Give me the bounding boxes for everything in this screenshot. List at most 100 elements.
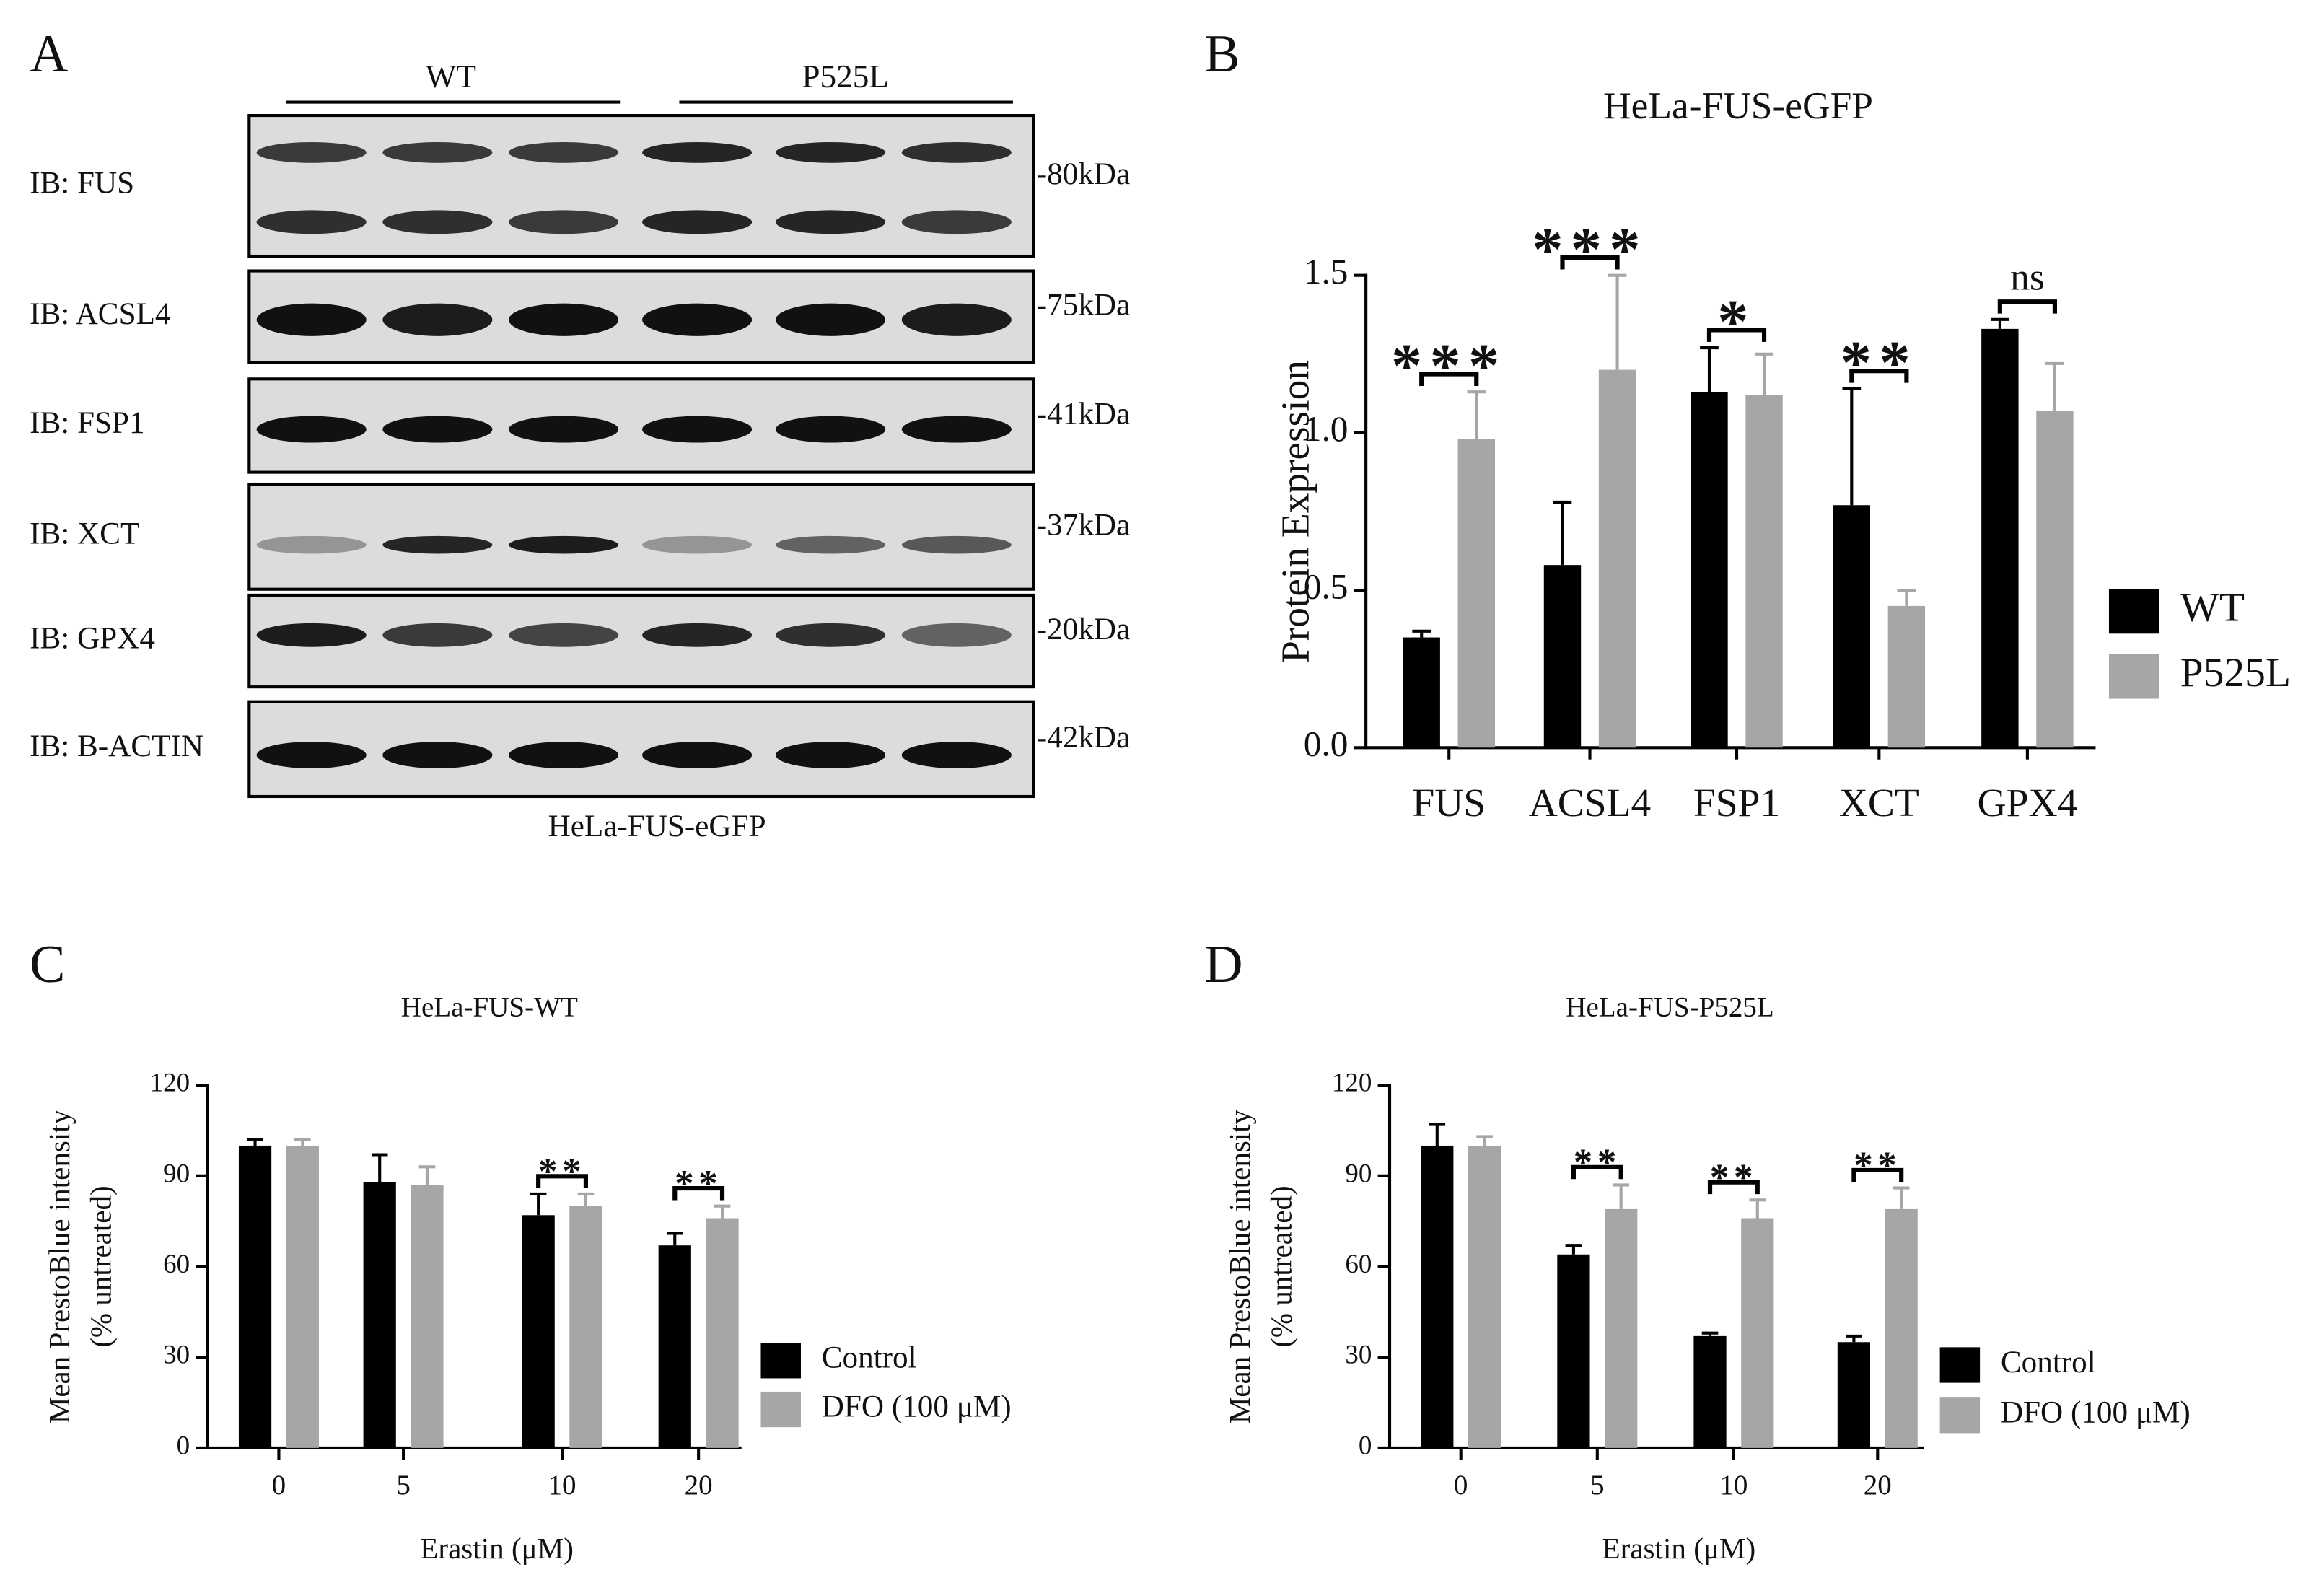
panel-label: A xyxy=(30,24,68,83)
error-bar xyxy=(1893,1186,1910,1209)
row-label: IB: XCT xyxy=(30,517,139,551)
blot-band xyxy=(382,141,493,163)
significance-bracket xyxy=(1706,328,1767,342)
blot-band xyxy=(642,210,753,234)
significance-bracket xyxy=(1707,1180,1760,1195)
error-bar xyxy=(418,1165,436,1185)
bar xyxy=(1833,505,1871,748)
bar xyxy=(238,1145,272,1448)
bar xyxy=(1457,439,1495,748)
blot-band xyxy=(382,535,493,554)
significance-bracket xyxy=(536,1174,589,1188)
error-bar xyxy=(294,1138,311,1146)
x-tick-label: XCT xyxy=(1839,781,1919,825)
legend-swatch xyxy=(2108,589,2159,634)
row-label: IB: B-ACTIN xyxy=(30,729,203,763)
bar xyxy=(1741,1218,1774,1448)
y-tick-label: 1.5 xyxy=(1304,252,1349,291)
blot-band xyxy=(256,742,367,769)
legend-label: Control xyxy=(2001,1346,2096,1379)
bar xyxy=(1403,637,1440,748)
blot-band xyxy=(776,416,886,443)
error-bar xyxy=(1846,1334,1862,1343)
y-tick-label: 120 xyxy=(1332,1068,1372,1097)
x-tick-label: FSP1 xyxy=(1693,781,1780,825)
x-tick-label: 20 xyxy=(685,1470,713,1501)
blot-band xyxy=(509,210,619,234)
size-label: -20kDa xyxy=(1037,613,1130,646)
error-bar xyxy=(1476,1135,1493,1146)
bar xyxy=(1745,395,1783,748)
blot-band xyxy=(256,303,367,336)
y-tick-label: 0 xyxy=(177,1430,190,1460)
y-axis-label: Mean PrestoBlue intensity xyxy=(1223,1109,1256,1423)
significance-bracket xyxy=(1571,1164,1623,1180)
blot-band xyxy=(642,416,753,443)
bar xyxy=(1543,565,1582,748)
blot-band xyxy=(382,623,493,647)
blot-band xyxy=(509,535,619,554)
y-axis-label: (% untreated) xyxy=(84,1185,117,1347)
bar xyxy=(658,1245,691,1448)
bar xyxy=(1557,1254,1590,1448)
x-tick-label: 10 xyxy=(548,1470,576,1501)
error-bar xyxy=(1429,1123,1446,1146)
blot-band xyxy=(901,303,1012,336)
blot-band xyxy=(256,623,367,647)
significance-label: ** xyxy=(1710,1155,1758,1198)
blot-box xyxy=(247,114,1035,258)
row-label: IB: FUS xyxy=(30,166,134,200)
blot-box xyxy=(247,482,1035,591)
x-tick-label: GPX4 xyxy=(1978,781,2078,825)
blot-band xyxy=(509,623,619,647)
y-tick-label: 60 xyxy=(163,1249,190,1278)
error-bar xyxy=(1749,1198,1766,1219)
y-tick-label: 0 xyxy=(1359,1430,1372,1460)
significance-bracket xyxy=(1997,299,2058,314)
blot-band xyxy=(256,141,367,163)
error-bar xyxy=(1991,317,2009,329)
x-axis-label: Erastin (μM) xyxy=(420,1532,574,1565)
blot-band xyxy=(901,623,1012,647)
size-label: -80kDa xyxy=(1037,157,1130,191)
size-label: -37kDa xyxy=(1037,508,1130,542)
blot-box xyxy=(247,700,1035,799)
bar xyxy=(706,1218,739,1448)
bar xyxy=(569,1206,602,1448)
bar xyxy=(1691,392,1728,748)
error-bar xyxy=(1553,500,1572,566)
error-bar xyxy=(247,1138,263,1146)
blot-band xyxy=(642,742,753,769)
y-tick-label: 30 xyxy=(163,1340,190,1369)
panel-label: D xyxy=(1204,934,1242,993)
blot-band xyxy=(382,303,493,336)
error-bar xyxy=(1701,1331,1719,1336)
significance-label: *** xyxy=(1391,331,1507,400)
legend-swatch xyxy=(760,1391,801,1428)
chart-title: HeLa-FUS-eGFP xyxy=(1603,84,1873,127)
group-label: WT xyxy=(426,58,476,95)
significance-label: * xyxy=(1717,287,1756,356)
y-tick-label: 1.0 xyxy=(1304,409,1349,449)
blot-band xyxy=(256,210,367,234)
significance-label: ** xyxy=(1841,328,1918,397)
y-tick-label: 90 xyxy=(163,1158,190,1188)
y-tick-label: 30 xyxy=(1345,1340,1372,1369)
error-bar xyxy=(714,1204,731,1219)
bar xyxy=(1468,1145,1501,1448)
x-axis-label: Erastin (μM) xyxy=(1602,1532,1756,1565)
size-label: -41kDa xyxy=(1037,398,1130,431)
error-bar xyxy=(2045,361,2064,411)
bar xyxy=(1605,1208,1638,1448)
blot-box xyxy=(247,377,1035,474)
bar xyxy=(1885,1208,1918,1448)
error-bar xyxy=(530,1192,547,1216)
blot-band xyxy=(776,210,886,234)
y-tick-label: 0.0 xyxy=(1304,724,1349,764)
bar xyxy=(1981,328,2019,748)
x-tick-label: ACSL4 xyxy=(1529,781,1652,825)
blot-caption: HeLa-FUS-eGFP xyxy=(548,809,766,843)
blot-band xyxy=(382,742,493,769)
x-tick-label: 0 xyxy=(1454,1470,1468,1501)
